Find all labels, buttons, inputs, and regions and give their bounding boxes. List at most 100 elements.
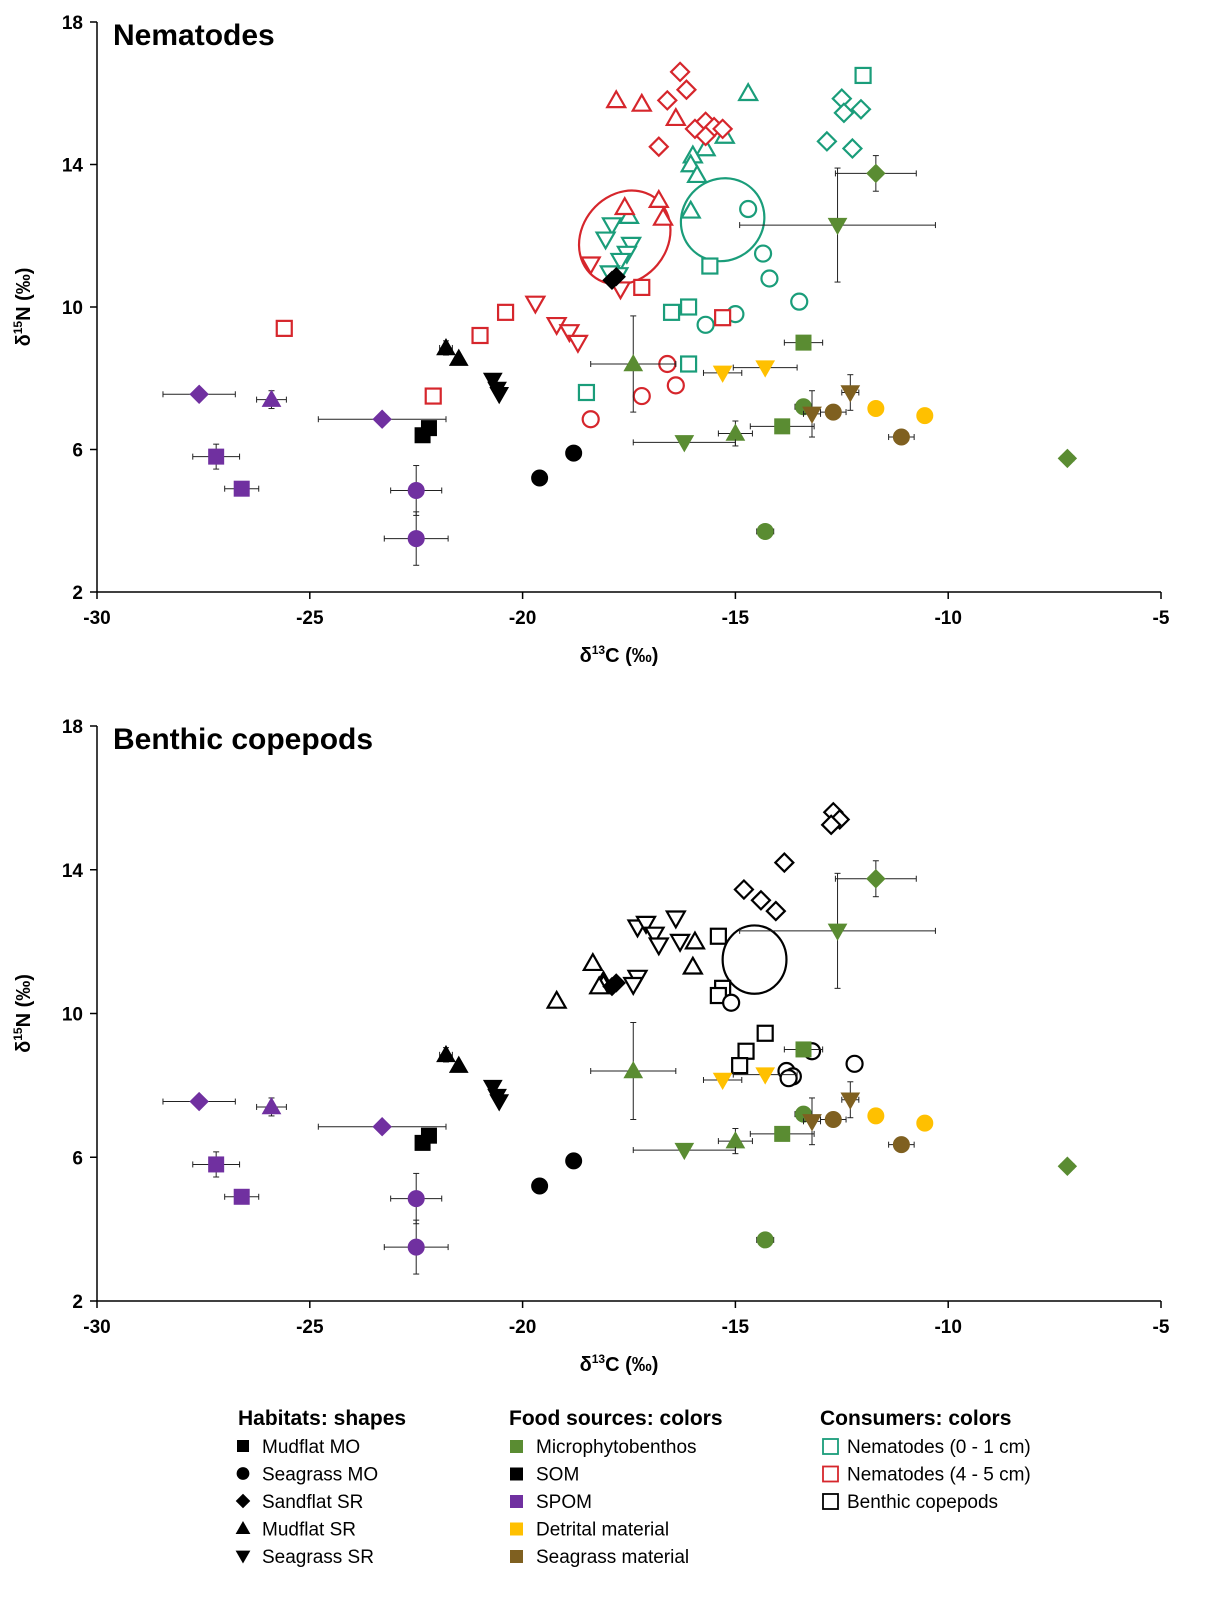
x-tick-label: -25 (296, 1317, 324, 1338)
legend-item: Mudflat SR (235, 1520, 356, 1541)
source-point (233, 1188, 250, 1205)
legend-consumers: Consumers: colors Nematodes (0 - 1 cm) Nem… (820, 1407, 1031, 1513)
source-point (802, 406, 822, 424)
legend-label: Mudflat MO (262, 1437, 360, 1458)
y-tick-label: 10 (62, 298, 83, 319)
source-point (1057, 448, 1078, 469)
legend-habitats: Habitats: shapes Mudflat MO Seagrass MO San… (235, 1407, 406, 1568)
legend-label: Seagrass MO (262, 1465, 378, 1486)
consumer-point (633, 278, 651, 297)
chart-panel-nematodes: 2 6 10 14 18 -30 -25 -20 -15 -10 -5 Nematodes δ13C (… (11, 13, 1170, 667)
consumer-point (669, 61, 691, 83)
consumer-point (579, 256, 602, 276)
source-point (489, 1094, 510, 1112)
legend-label: Nematodes (0 - 1 cm) (847, 1437, 1031, 1458)
source-point (436, 337, 456, 356)
x-axis-title: δ13C (‰) (580, 643, 659, 667)
consumer-point (750, 889, 772, 911)
consumer-point (567, 334, 589, 354)
consumer-point (753, 244, 773, 263)
source-point (407, 530, 425, 548)
consumer-point (605, 89, 628, 109)
source-point (867, 400, 885, 418)
legend-swatch (510, 1550, 523, 1563)
source-point (827, 217, 848, 236)
source-point (795, 1041, 812, 1058)
consumer-point (779, 1069, 798, 1088)
x-tick-label: -10 (934, 608, 961, 629)
legend-item: Nematodes (4 - 5 cm) (822, 1465, 1031, 1486)
legend-swatch (510, 1522, 523, 1536)
legend-item: Nematodes (0 - 1 cm) (822, 1437, 1031, 1458)
consumer-point (630, 92, 653, 112)
consumer-point (833, 102, 855, 124)
legend-item: Seagrass SR (235, 1547, 374, 1568)
consumer-point (545, 989, 568, 1009)
legend-label: Seagrass material (536, 1547, 689, 1568)
source-point (448, 1055, 469, 1073)
consumer-point (722, 993, 741, 1012)
legend-item: Sandflat SR (235, 1492, 363, 1513)
legend-item: SOM (510, 1465, 579, 1486)
y-tick-label: 14 (62, 861, 84, 882)
legend-label: Microphytobenthos (536, 1437, 697, 1458)
y-tick-label: 2 (72, 583, 83, 604)
legend-label: Benthic copepods (847, 1492, 998, 1513)
source-point (827, 923, 848, 941)
y-tick-label: 18 (62, 717, 83, 738)
y-axis-title: δ15N (‰) (11, 268, 35, 347)
source-point (824, 1111, 842, 1129)
source-point (674, 435, 695, 453)
source-point (261, 389, 282, 407)
source-point (866, 869, 886, 889)
consumer-point (679, 199, 702, 219)
consumer-point (675, 79, 698, 101)
legend-swatch (510, 1440, 523, 1453)
consumer-point (679, 298, 698, 316)
x-tick-label: -5 (1153, 608, 1170, 629)
source-point (725, 1131, 746, 1149)
consumer-point (648, 136, 670, 158)
consumer-point (733, 878, 755, 901)
y-tick-label: 6 (72, 441, 83, 462)
consumer-point (760, 269, 779, 288)
consumer-point (701, 257, 719, 275)
source-point (840, 385, 861, 403)
source-point (531, 1177, 549, 1195)
source-point (482, 1079, 503, 1098)
consumer-point (647, 188, 670, 208)
legend-item: Seagrass material (510, 1547, 689, 1568)
consumer-point (424, 387, 442, 405)
legend-label: Sandflat SR (262, 1492, 363, 1513)
x-tick-label: -25 (296, 608, 324, 629)
source-point (565, 444, 583, 462)
legend-label: Detrital material (536, 1520, 669, 1541)
consumer-point (622, 976, 645, 996)
source-point (774, 418, 791, 435)
legend-label: Seagrass SR (262, 1547, 374, 1568)
source-point (802, 1114, 822, 1132)
y-tick-label: 18 (62, 13, 83, 34)
legend-label: Nematodes (4 - 5 cm) (847, 1465, 1031, 1486)
legend-label: Mudflat SR (262, 1520, 356, 1541)
consumer-point (577, 383, 596, 402)
consumer-point (679, 355, 698, 373)
source-point (189, 384, 209, 404)
y-tick-label: 10 (62, 1005, 83, 1026)
legend-swatch (235, 1550, 251, 1564)
x-tick-label: -15 (722, 608, 750, 629)
source-point (795, 334, 812, 351)
consumer-point (737, 82, 760, 102)
source-point (712, 1072, 733, 1090)
y-tick-label: 2 (72, 1292, 83, 1313)
source-point (414, 1134, 431, 1151)
source-point (1057, 1156, 1078, 1176)
consumer-point (666, 376, 685, 395)
legend-swatch (822, 1438, 839, 1455)
consumer-point (820, 814, 842, 836)
consumer-point (841, 137, 863, 160)
legend-swatch (237, 1440, 249, 1452)
legend-label: SPOM (536, 1492, 592, 1513)
consumer-point (854, 66, 872, 85)
consumer-point (524, 295, 547, 315)
